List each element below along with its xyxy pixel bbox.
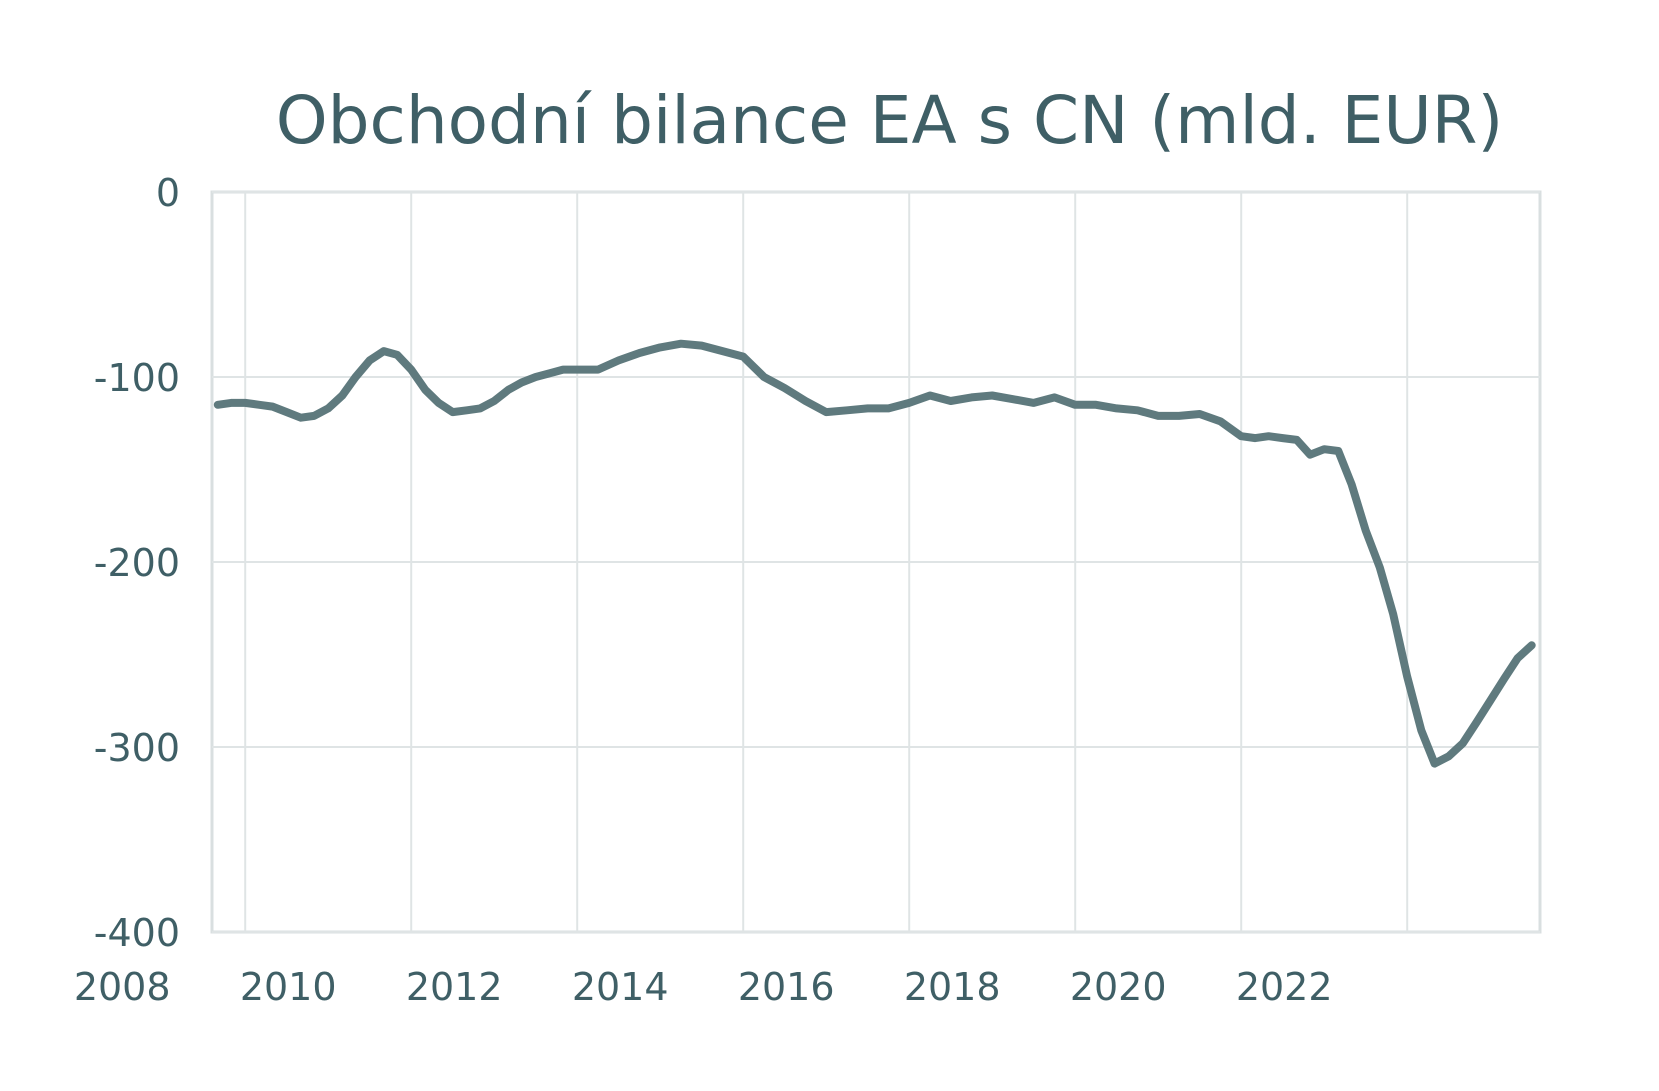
grid bbox=[210, 190, 1542, 934]
x-tick-label: 2020 bbox=[1070, 965, 1167, 1009]
x-tick-label: 2012 bbox=[406, 965, 503, 1009]
y-tick-label: -100 bbox=[94, 356, 180, 400]
x-tick-label: 2014 bbox=[572, 965, 669, 1009]
x-tick-label: 2018 bbox=[904, 965, 1001, 1009]
y-tick-label: -400 bbox=[94, 911, 180, 955]
y-axis-ticks: 0 -100 -200 -300 -400 bbox=[94, 171, 180, 955]
chart-title: Obchodní bilance EA s CN (mld. EUR) bbox=[275, 82, 1504, 159]
x-tick-label: 2016 bbox=[738, 965, 835, 1009]
y-tick-label: -300 bbox=[94, 726, 180, 770]
x-tick-label: 2022 bbox=[1236, 965, 1333, 1009]
y-tick-label: 0 bbox=[156, 171, 180, 215]
x-tick-label: 2010 bbox=[240, 965, 337, 1009]
x-tick-label: 2008 bbox=[74, 965, 171, 1009]
x-axis-ticks: 2008 2010 2012 2014 2016 2018 2020 2022 bbox=[74, 965, 1333, 1009]
series-line bbox=[213, 339, 1536, 768]
y-tick-label: -200 bbox=[94, 541, 180, 585]
